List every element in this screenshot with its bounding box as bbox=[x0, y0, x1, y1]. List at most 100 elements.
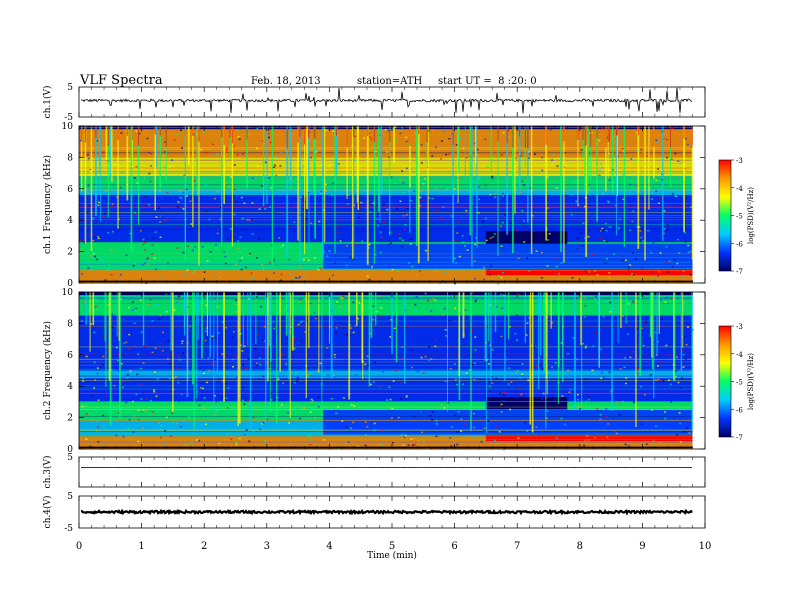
noise-speck bbox=[214, 414, 217, 416]
noise-speck bbox=[383, 357, 386, 359]
noise-speck bbox=[161, 349, 164, 352]
noise-speck bbox=[81, 377, 84, 380]
noise-speck bbox=[686, 143, 689, 146]
noise-speck bbox=[491, 175, 494, 178]
noise-speck bbox=[482, 220, 485, 223]
noise-speck bbox=[224, 262, 227, 265]
noise-speck bbox=[676, 434, 679, 436]
band-4.5 bbox=[79, 378, 693, 402]
noise-speck bbox=[135, 146, 138, 148]
noise-speck bbox=[480, 440, 483, 443]
colorbar-tick-label: -3 bbox=[736, 157, 743, 165]
noise-speck bbox=[290, 273, 293, 275]
noise-speck bbox=[538, 434, 541, 436]
noise-speck bbox=[509, 222, 512, 225]
noise-speck bbox=[471, 363, 474, 366]
noise-speck bbox=[619, 218, 622, 221]
noise-speck bbox=[267, 129, 270, 131]
noise-speck bbox=[287, 422, 290, 424]
noise-speck bbox=[110, 273, 113, 276]
noise-speck bbox=[336, 301, 339, 303]
noise-speck bbox=[137, 353, 140, 355]
noise-speck bbox=[577, 204, 580, 206]
noise-speck bbox=[458, 255, 461, 258]
noise-speck bbox=[662, 232, 665, 235]
noise-speck bbox=[636, 131, 639, 133]
noise-speck bbox=[119, 298, 122, 300]
noise-speck bbox=[636, 414, 639, 417]
noise-speck bbox=[500, 245, 503, 248]
noise-speck bbox=[556, 165, 559, 167]
noise-speck bbox=[203, 397, 206, 399]
noise-speck bbox=[339, 240, 342, 242]
noise-speck bbox=[466, 249, 469, 251]
noise-speck bbox=[588, 132, 591, 134]
noise-speck bbox=[608, 169, 611, 171]
y-tick-label: 8 bbox=[67, 319, 73, 329]
noise-speck bbox=[478, 198, 481, 200]
noise-speck bbox=[353, 405, 356, 407]
noise-speck bbox=[97, 235, 100, 238]
noise-speck bbox=[99, 366, 102, 368]
noise-speck bbox=[686, 427, 689, 429]
noise-speck bbox=[405, 140, 408, 143]
y-tick-label: 6 bbox=[67, 351, 73, 361]
noise-speck bbox=[621, 400, 624, 403]
noise-speck bbox=[420, 190, 423, 192]
noise-speck bbox=[675, 356, 678, 358]
noise-speck bbox=[426, 299, 429, 302]
noise-speck bbox=[400, 382, 403, 385]
noise-speck bbox=[487, 268, 490, 271]
noise-speck bbox=[670, 401, 673, 403]
noise-speck bbox=[456, 443, 459, 446]
noise-speck bbox=[238, 437, 241, 440]
noise-speck bbox=[255, 362, 258, 365]
noise-speck bbox=[564, 164, 567, 167]
noise-speck bbox=[306, 376, 309, 378]
noise-speck bbox=[341, 420, 344, 422]
noise-speck bbox=[594, 447, 597, 450]
noise-speck bbox=[203, 368, 206, 371]
noise-speck bbox=[494, 196, 497, 198]
noise-speck bbox=[178, 190, 181, 192]
noise-speck bbox=[87, 184, 90, 187]
noise-speck bbox=[320, 192, 323, 195]
noise-speck bbox=[540, 251, 543, 254]
noise-speck bbox=[487, 419, 490, 422]
noise-speck bbox=[149, 165, 152, 167]
noise-speck bbox=[120, 362, 123, 365]
noise-speck bbox=[636, 130, 639, 132]
noise-speck bbox=[173, 309, 176, 311]
noise-speck bbox=[405, 136, 408, 139]
noise-speck bbox=[238, 138, 241, 140]
noise-speck bbox=[92, 253, 95, 255]
noise-speck bbox=[542, 392, 545, 395]
noise-speck bbox=[658, 168, 661, 170]
noise-speck bbox=[96, 372, 99, 375]
noise-speck bbox=[323, 251, 326, 253]
noise-speck bbox=[134, 240, 137, 242]
y-tick-label: 2 bbox=[67, 414, 73, 424]
noise-speck bbox=[124, 262, 127, 265]
noise-speck bbox=[681, 275, 684, 278]
noise-speck bbox=[402, 444, 405, 447]
noise-speck bbox=[296, 404, 299, 406]
noise-speck bbox=[264, 208, 267, 210]
noise-speck bbox=[242, 386, 245, 389]
noise-speck bbox=[93, 331, 96, 333]
noise-speck bbox=[449, 346, 452, 348]
noise-speck bbox=[181, 342, 184, 345]
noise-speck bbox=[532, 230, 535, 233]
noise-speck bbox=[236, 130, 239, 132]
noise-speck bbox=[250, 218, 253, 221]
noise-speck bbox=[668, 260, 671, 263]
noise-speck bbox=[132, 265, 135, 267]
y-tick-label: 2 bbox=[67, 248, 73, 258]
noise-speck bbox=[317, 369, 320, 372]
noise-speck bbox=[405, 214, 408, 216]
noise-speck bbox=[216, 228, 219, 231]
noise-speck bbox=[84, 261, 87, 264]
noise-speck bbox=[332, 182, 335, 184]
noise-speck bbox=[179, 129, 182, 132]
noise-speck bbox=[252, 311, 255, 314]
